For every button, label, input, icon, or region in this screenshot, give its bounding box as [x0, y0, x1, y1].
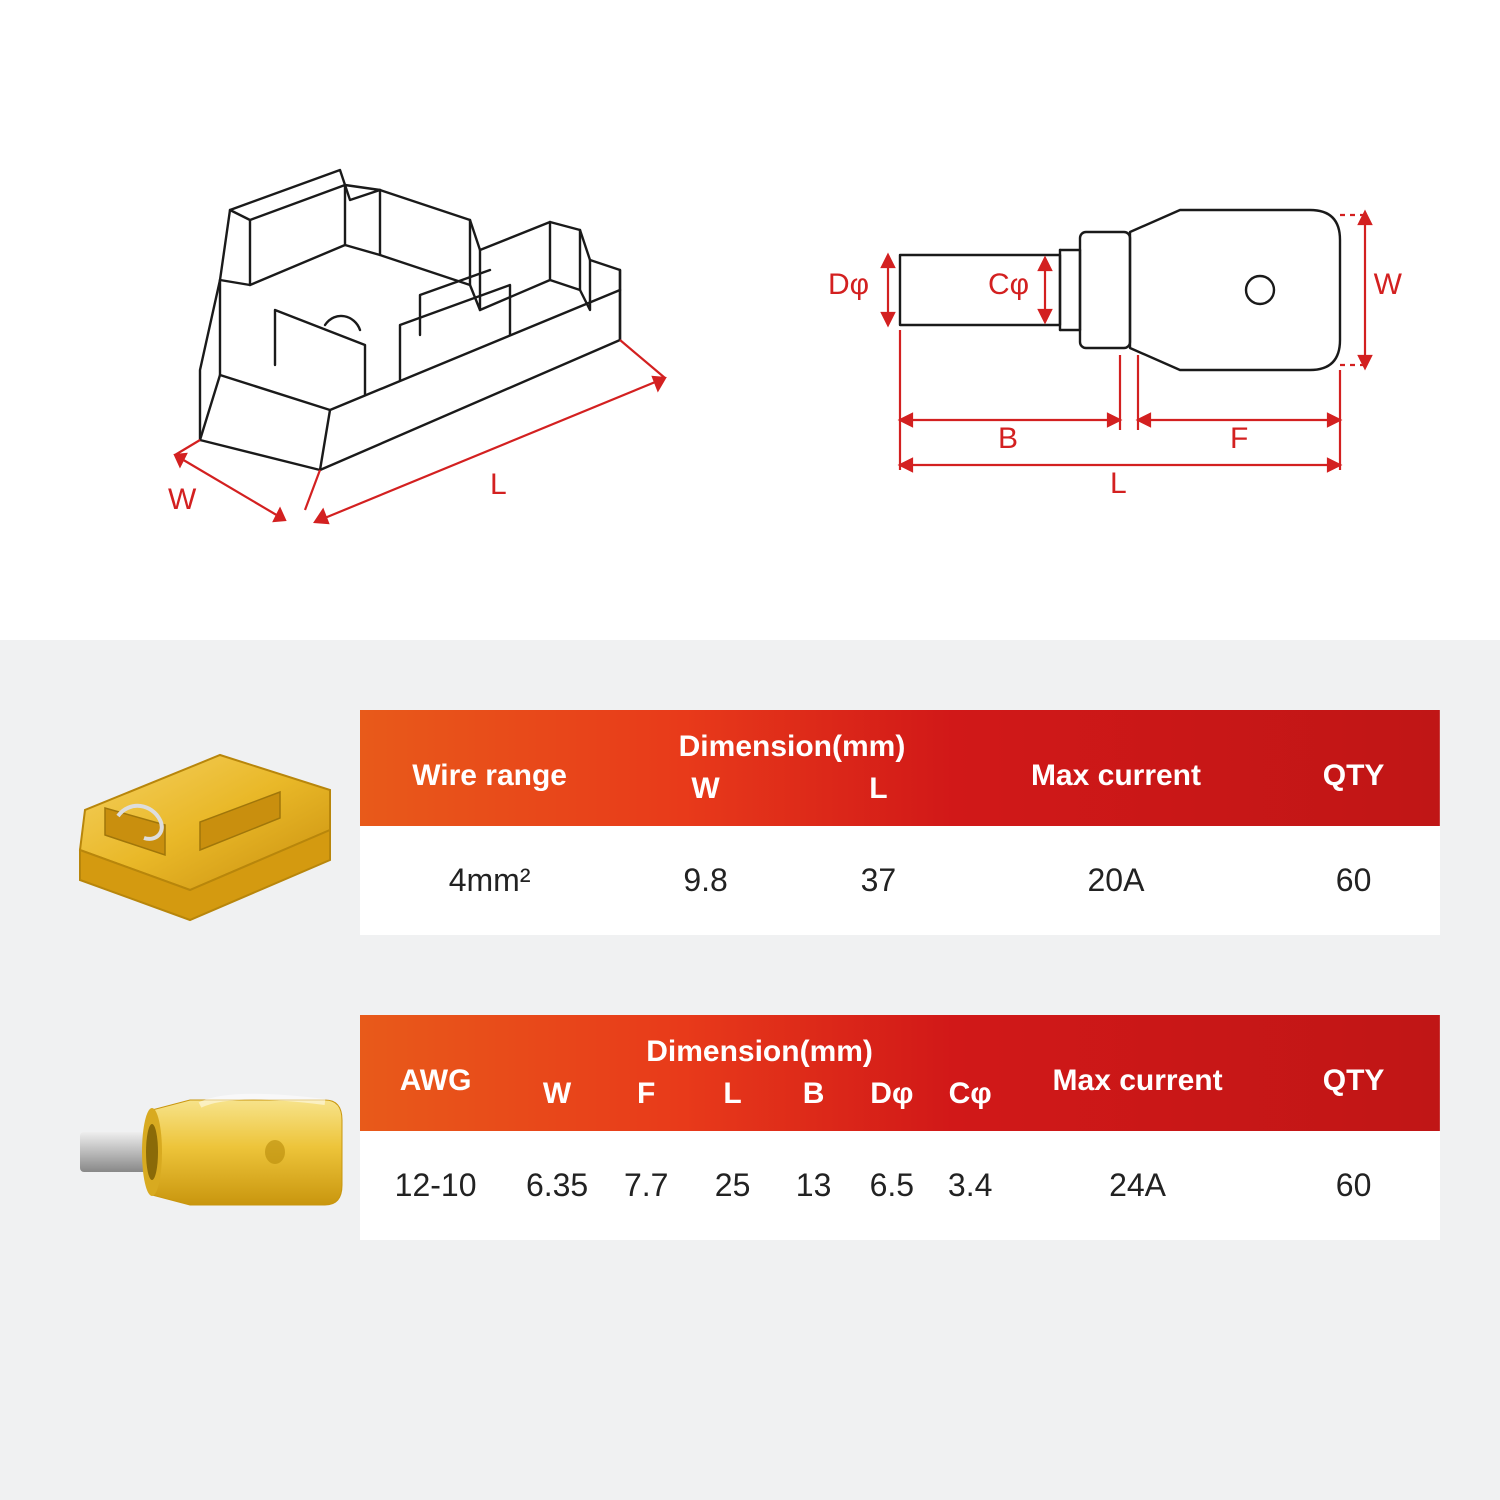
th-qty2: QTY — [1267, 1015, 1440, 1131]
dim-label-Dphi: Dφ — [828, 268, 869, 302]
product-image-ttap — [60, 730, 350, 930]
product-image-terminal — [60, 1050, 350, 1250]
dim-label-L-left: L — [490, 468, 507, 502]
cell-Cphi2: 3.4 — [932, 1131, 1008, 1240]
th-dimension2: Dimension(mm) — [511, 1015, 1008, 1073]
product-row-1: Wire range Dimension(mm) Max current QTY… — [60, 710, 1440, 935]
th-L2: L — [689, 1073, 775, 1131]
cell-W2: 6.35 — [511, 1131, 603, 1240]
dim-label-L-right: L — [1110, 467, 1127, 501]
spec-table-2: AWG Dimension(mm) Max current QTY W F L … — [360, 1015, 1440, 1240]
th-max-current2: Max current — [1008, 1015, 1267, 1131]
th-L: L — [792, 768, 965, 826]
cell-B2: 13 — [776, 1131, 852, 1240]
dim-label-F: F — [1230, 422, 1248, 456]
cell-L: 37 — [792, 826, 965, 935]
th-awg: AWG — [360, 1015, 511, 1131]
th-max-current: Max current — [965, 710, 1267, 826]
diagram-area: W L — [60, 80, 1440, 580]
cell-F2: 7.7 — [603, 1131, 689, 1240]
cell-L2: 25 — [689, 1131, 775, 1240]
th-dimension: Dimension(mm) — [619, 710, 965, 768]
th-wire-range: Wire range — [360, 710, 619, 826]
table-row: 4mm² 9.8 37 20A 60 — [360, 826, 1440, 935]
connector-outline-svg — [120, 110, 720, 550]
tables-section: Wire range Dimension(mm) Max current QTY… — [0, 640, 1500, 1500]
product-row-2: AWG Dimension(mm) Max current QTY W F L … — [60, 1015, 1440, 1250]
th-Cphi2: Cφ — [932, 1073, 1008, 1131]
cell-qty: 60 — [1267, 826, 1440, 935]
terminal-outline-svg — [820, 160, 1380, 540]
dim-label-W-right: W — [1374, 268, 1402, 302]
dim-label-B: B — [998, 422, 1018, 456]
th-qty: QTY — [1267, 710, 1440, 826]
th-Dphi2: Dφ — [851, 1073, 932, 1131]
spec-table-1: Wire range Dimension(mm) Max current QTY… — [360, 710, 1440, 935]
diagram-connector-left: W L — [120, 110, 720, 550]
cell-awg: 12-10 — [360, 1131, 511, 1240]
cell-wire-range: 4mm² — [360, 826, 619, 935]
cell-qty2: 60 — [1267, 1131, 1440, 1240]
dim-label-Cphi: Cφ — [988, 268, 1029, 302]
cell-max-current2: 24A — [1008, 1131, 1267, 1240]
th-F2: F — [603, 1073, 689, 1131]
th-W: W — [619, 768, 792, 826]
cell-max-current: 20A — [965, 826, 1267, 935]
diagram-terminal-right: Dφ Cφ W B F L — [820, 160, 1380, 540]
table-row: 12-10 6.35 7.7 25 13 6.5 3.4 24A 60 — [360, 1131, 1440, 1240]
dim-label-W-left: W — [168, 483, 196, 517]
th-B2: B — [776, 1073, 852, 1131]
th-W2: W — [511, 1073, 603, 1131]
cell-W: 9.8 — [619, 826, 792, 935]
cell-Dphi2: 6.5 — [851, 1131, 932, 1240]
